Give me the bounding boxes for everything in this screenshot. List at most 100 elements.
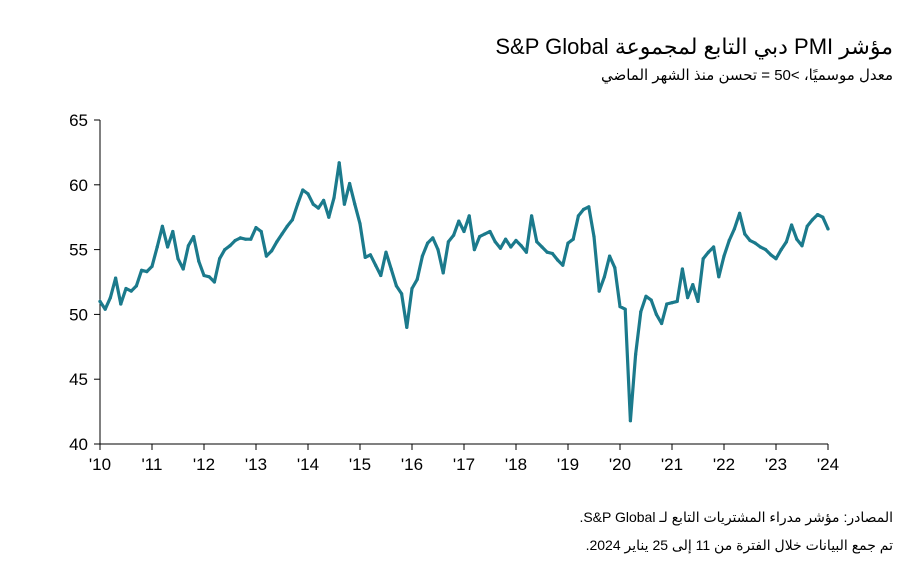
pmi-data-point [145, 270, 149, 274]
pmi-data-point [301, 188, 305, 192]
pmi-data-point [784, 240, 789, 244]
pmi-data-point [420, 254, 424, 258]
pmi-data-point [249, 237, 253, 241]
pmi-data-point [634, 353, 638, 357]
pmi-data-point [181, 267, 185, 271]
pmi-series-line [98, 161, 830, 423]
pmi-data-point [727, 238, 731, 243]
pmi-data-point [545, 250, 549, 254]
pmi-data-point [602, 275, 607, 279]
pmi-data-point [207, 275, 211, 279]
pmi-data-point [426, 241, 430, 245]
pmi-data-point [680, 267, 685, 271]
pmi-data-point [623, 307, 627, 311]
y-axis-ticks: 65 60 55 50 45 40 [69, 111, 100, 454]
pmi-data-point [571, 237, 575, 241]
pmi-data-point [275, 240, 279, 244]
pmi-data-point [472, 248, 476, 252]
pmi-data-point [524, 250, 529, 254]
pmi-data-point [384, 250, 388, 254]
pmi-data-point [686, 296, 690, 300]
pmi-data-point [758, 245, 763, 249]
pmi-data-point [748, 238, 752, 243]
pmi-data-point [660, 321, 664, 326]
pmi-data-point [160, 224, 164, 228]
pmi-data-point [665, 302, 669, 306]
x-tick-label: '16 [401, 455, 423, 474]
pmi-data-point [124, 286, 128, 291]
pmi-data-point [582, 207, 586, 211]
pmi-data-point [483, 232, 487, 236]
pmi-data-point [394, 284, 398, 288]
pmi-data-point [556, 258, 560, 262]
pmi-data-point [774, 257, 778, 261]
pmi-data-point [233, 238, 237, 243]
pmi-data-point [311, 202, 315, 206]
pmi-data-point [810, 218, 815, 222]
pmi-data-point [691, 283, 695, 287]
pmi-data-point [108, 296, 112, 300]
pmi-data-point [415, 277, 419, 281]
pmi-data-point [530, 214, 534, 218]
x-tick-label: '13 [245, 455, 267, 474]
pmi-data-point [509, 245, 513, 249]
pmi-data-point [254, 226, 258, 230]
pmi-data-point [285, 224, 289, 228]
pmi-data-point [192, 235, 196, 239]
pmi-data-point [764, 248, 768, 252]
pmi-data-point [649, 298, 653, 302]
pmi-data-point [732, 227, 737, 231]
source-note: المصادر: مؤشر مدراء المشتريات التابع لـ … [579, 509, 893, 525]
pmi-data-point [675, 299, 679, 303]
collection-date-note: تم جمع البيانات خلال الفترة من 11 إلى 25… [585, 537, 893, 553]
pmi-data-point [327, 215, 331, 219]
pmi-data-point [280, 232, 284, 236]
pmi-data-point [202, 273, 206, 278]
pmi-data-point [218, 257, 222, 261]
pmi-data-point [405, 325, 409, 329]
x-tick-label: '21 [661, 455, 683, 474]
pmi-data-point [140, 268, 144, 272]
pmi-data-point [103, 307, 107, 311]
pmi-data-point [712, 245, 716, 249]
x-tick-label: '22 [713, 455, 735, 474]
pmi-data-point [779, 248, 783, 252]
pmi-data-point [368, 253, 372, 257]
pmi-data-point [701, 257, 705, 261]
pmi-data-point [155, 245, 159, 249]
x-tick-label: '24 [817, 455, 839, 474]
pmi-data-point [618, 305, 622, 309]
y-tick-label: 65 [69, 111, 88, 130]
x-axis-ticks: '10 '11 '12 '13 '14 '15 '16 '17 '18 '19 '20 '21 '22 '… [89, 444, 839, 474]
pmi-data-point [223, 248, 227, 252]
pmi-data-point [654, 312, 659, 316]
x-tick-label: '11 [142, 455, 163, 474]
pmi-data-point [129, 289, 133, 293]
pmi-data-point [800, 244, 804, 248]
pmi-data-point [176, 257, 180, 261]
pmi-data-point [566, 241, 570, 245]
pmi-data-point [353, 202, 357, 206]
pmi-data-point [290, 218, 294, 222]
pmi-data-point [462, 229, 466, 234]
y-tick-label: 60 [69, 176, 88, 195]
pmi-data-point [270, 249, 274, 253]
chart-title: مؤشر PMI دبي التابع لمجموعة S&P Global [495, 34, 893, 59]
pmi-data-point [259, 229, 263, 234]
pmi-data-point [639, 310, 643, 314]
pmi-data-point [535, 240, 539, 244]
pmi-data-point [514, 238, 518, 243]
x-tick-label: '18 [505, 455, 527, 474]
pmi-data-point [431, 236, 435, 240]
pmi-data-point [212, 280, 216, 284]
pmi-data-point [171, 229, 175, 234]
pmi-data-point [488, 229, 492, 234]
pmi-data-point [561, 263, 565, 267]
pmi-data-point [389, 267, 393, 271]
y-tick-label: 50 [69, 305, 88, 324]
pmi-data-point [322, 198, 326, 202]
pmi-data-point [597, 289, 601, 293]
pmi-data-point [228, 244, 232, 248]
pmi-data-point [166, 245, 170, 249]
